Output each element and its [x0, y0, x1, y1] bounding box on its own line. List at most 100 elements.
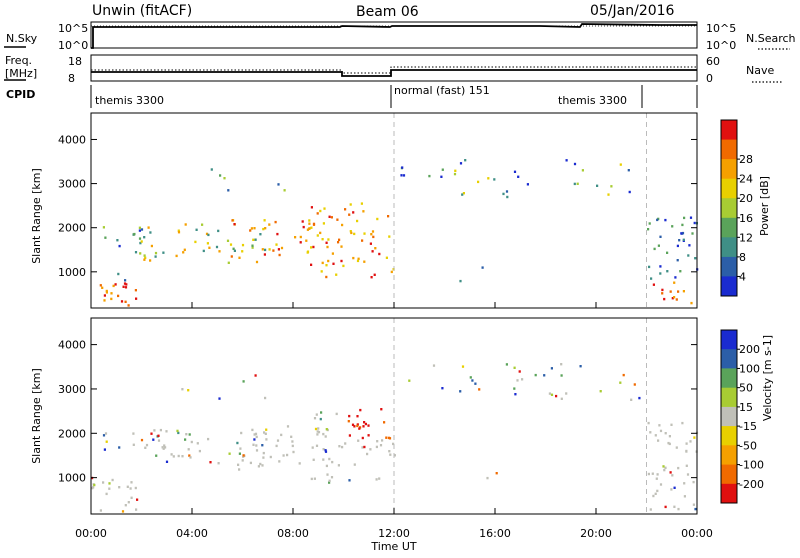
time-tick-label: 08:00: [277, 527, 309, 540]
power-ytick-label: 3000: [58, 178, 86, 191]
velocity-data-point: [325, 464, 328, 468]
velocity-data-point: [534, 373, 537, 377]
velocity-panel: 1000 2000 3000 4000 Slant Range [km] 200 100…: [30, 317, 774, 515]
power-data-point: [264, 248, 267, 252]
power-colorbar-swatch: [721, 237, 737, 258]
velocity-data-point: [514, 393, 517, 396]
velocity-colorbar-tick-label: -200: [739, 478, 764, 491]
velocity-data-point: [689, 440, 692, 443]
power-data-point: [103, 294, 106, 297]
power-data-point: [659, 272, 662, 275]
velocity-data-point: [441, 387, 444, 390]
velocity-data-point: [121, 510, 125, 513]
velocity-data-point: [172, 455, 175, 458]
power-data-point: [371, 230, 375, 233]
power-data-point: [610, 185, 613, 188]
velocity-data-point: [356, 415, 359, 418]
power-data-point: [308, 219, 311, 222]
velocity-data-point: [548, 392, 551, 395]
power-data-point: [133, 232, 136, 236]
power-data-point: [177, 231, 181, 234]
velocity-data-point: [328, 479, 331, 482]
time-tick-label: 00:00: [681, 527, 713, 540]
power-colorbar-swatch: [721, 198, 737, 219]
power-data-point: [428, 174, 431, 178]
velocity-data-point: [325, 428, 328, 431]
velocity-data-point: [150, 432, 153, 435]
velocity-data-point: [474, 382, 477, 385]
velocity-data-point: [130, 496, 133, 499]
velocity-data-point: [560, 363, 563, 366]
power-data-point: [139, 252, 142, 255]
power-data-point: [154, 251, 158, 255]
velocity-data-point: [579, 365, 582, 368]
velocity-data-point: [469, 376, 472, 379]
velocity-data-point: [356, 424, 359, 428]
velocity-colorbar-tick-label: -50: [739, 439, 757, 452]
velocity-data-point: [144, 446, 147, 449]
velocity-data-point: [99, 509, 102, 512]
power-data-point: [338, 238, 341, 241]
velocity-data-point: [659, 429, 663, 433]
power-data-point: [363, 232, 366, 235]
velocity-data-point: [471, 379, 474, 382]
velocity-data-point: [157, 439, 161, 442]
velocity-data-point: [290, 435, 293, 438]
velocity-data-point: [655, 477, 658, 480]
velocity-data-point: [315, 444, 319, 447]
power-data-point: [663, 297, 666, 301]
power-ylabel: Slant Range [km]: [30, 168, 43, 264]
nsearch-tick-bottom: 10^0: [706, 39, 736, 52]
power-data-point: [124, 300, 127, 303]
nsky-tick-bottom: 10^0: [58, 39, 88, 52]
velocity-data-point: [478, 388, 481, 391]
power-data-point: [301, 220, 304, 223]
velocity-data-point: [282, 454, 285, 457]
velocity-data-point: [118, 446, 121, 449]
power-data-point: [648, 265, 651, 269]
power-data-point: [143, 258, 146, 261]
power-data-point: [387, 215, 390, 218]
velocity-data-point: [103, 448, 106, 451]
freq-unit: [MHz]: [5, 67, 37, 80]
power-data-point: [627, 169, 630, 172]
velocity-data-point: [198, 449, 201, 453]
power-data-point: [308, 222, 311, 225]
power-data-point: [182, 251, 185, 254]
velocity-data-point: [253, 438, 256, 441]
power-data-point: [252, 238, 255, 241]
power-data-point: [310, 206, 313, 209]
power-scatter: [99, 113, 699, 308]
velocity-data-point: [165, 430, 168, 433]
power-data-point: [619, 163, 622, 166]
velocity-data-point: [461, 365, 465, 368]
power-data-point: [274, 220, 277, 224]
power-data-point: [319, 231, 322, 235]
velocity-data-point: [104, 432, 108, 435]
nsearch-tick-top: 10^5: [706, 22, 736, 35]
velocity-data-point: [550, 393, 554, 396]
power-data-point: [262, 227, 265, 231]
power-data-point: [138, 229, 141, 232]
velocity-data-point: [353, 463, 356, 466]
power-data-point: [308, 227, 311, 230]
velocity-data-point: [555, 394, 558, 398]
power-data-point: [687, 254, 690, 257]
velocity-data-point: [108, 487, 111, 490]
velocity-data-point: [242, 454, 245, 457]
velocity-data-point: [383, 421, 386, 424]
velocity-data-point: [459, 390, 462, 393]
power-data-point: [330, 216, 333, 219]
power-data-point: [259, 233, 262, 236]
power-data-point: [388, 235, 391, 238]
power-data-point: [241, 250, 244, 253]
power-data-point: [487, 177, 490, 180]
power-data-point: [357, 257, 360, 260]
time-axis: 00:00 04:00 08:00 12:00 16:00 20:00 00:00: [75, 527, 713, 540]
velocity-data-point: [291, 444, 294, 448]
velocity-data-point: [157, 434, 160, 437]
power-data-point: [123, 282, 127, 285]
power-data-point: [340, 245, 343, 248]
velocity-data-point: [155, 454, 158, 457]
power-data-point: [105, 291, 108, 294]
